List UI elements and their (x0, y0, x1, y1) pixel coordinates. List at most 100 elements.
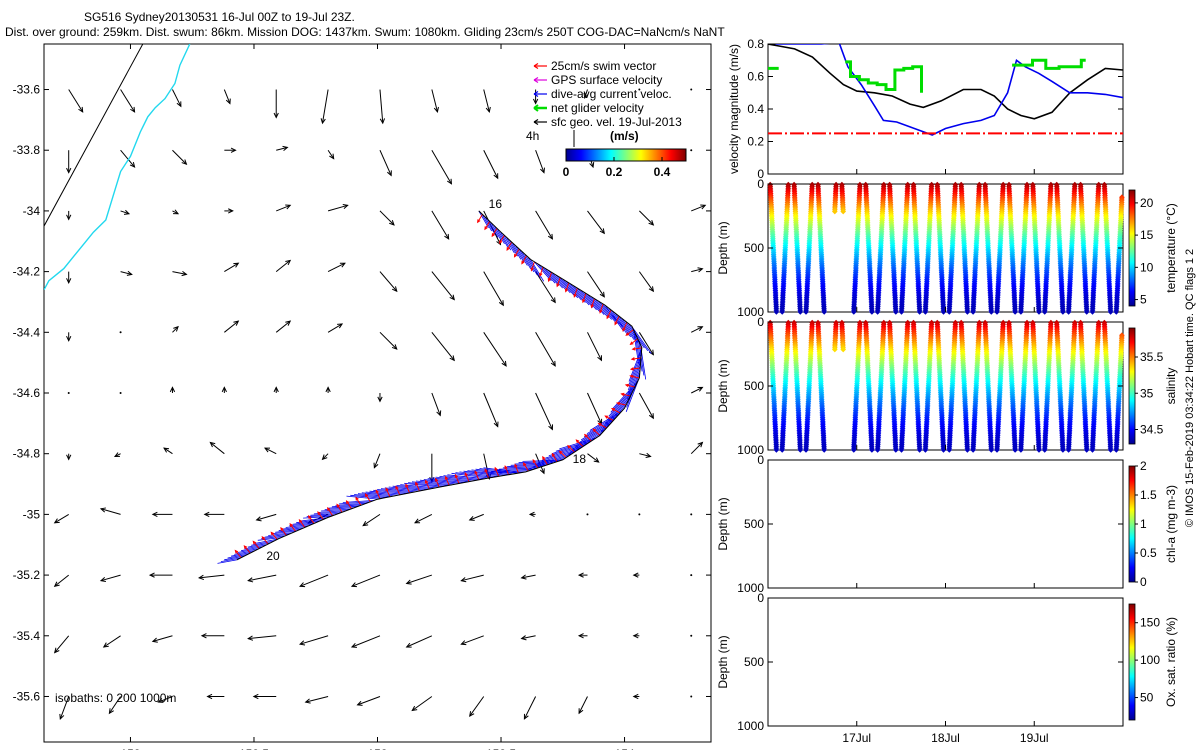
time-tick-label: 17Jul (842, 731, 871, 745)
dac-vector (244, 544, 267, 550)
profile-sample (850, 309, 857, 315)
oxygen-colorbar-label: Ox. sat. ratio (%) (1164, 617, 1178, 707)
sfc-vector (377, 393, 383, 403)
swim-vector (521, 255, 527, 265)
sfc-vector (431, 210, 450, 240)
map-colorbar-tick-label: 0.2 (606, 165, 623, 179)
depth-tick-label: 0 (757, 177, 764, 191)
dac-vector (411, 481, 448, 486)
swim-vector (425, 479, 430, 490)
dac-vector (496, 228, 509, 248)
dac-vector (587, 294, 609, 318)
dac-vector (524, 253, 538, 276)
sfc-vector (275, 259, 292, 272)
profile-sample (821, 309, 828, 315)
sfc-vector (151, 511, 173, 518)
swim-vector (289, 523, 296, 532)
sfc-vector (431, 271, 455, 301)
copyright-note: © IMOS 15-Feb-2019 03:34:22 Hobart time.… (1184, 249, 1196, 527)
sfc-vector (206, 693, 225, 700)
swim-vector (629, 374, 640, 379)
legend-arrow-dac (533, 90, 539, 98)
legend-label-swim: 25cm/s swim vector (551, 59, 656, 73)
sfc-vector (273, 89, 279, 119)
swim-vector (622, 322, 628, 332)
swim-vector (506, 241, 513, 251)
sfc-vector (379, 271, 398, 293)
dac-vector (624, 320, 645, 349)
dac-vector (408, 482, 444, 487)
profile-sample (840, 208, 847, 215)
swim-vector (539, 266, 544, 277)
swim-vector (624, 383, 635, 388)
swim-vector (592, 428, 601, 436)
salinity-ylabel: Depth (m) (716, 359, 730, 412)
dac-vector (583, 416, 617, 438)
sfc-vector (53, 513, 69, 524)
dac-vector (589, 410, 623, 431)
sfc-vector (691, 326, 704, 333)
swim-vector (252, 540, 260, 549)
sfc-vector (460, 635, 484, 646)
sfc-vector (247, 635, 277, 641)
sfc-vector (148, 572, 173, 578)
oxygen-ylabel: Depth (m) (716, 635, 730, 688)
dac-vector (459, 471, 498, 477)
velocity-ytick-label: 0.4 (747, 102, 764, 116)
sfc-vector (379, 331, 398, 350)
dac-vector (310, 513, 340, 516)
swim-vector (542, 455, 548, 466)
depth-tick-label: 500 (744, 379, 764, 393)
sfc-vector (320, 89, 329, 125)
isobaths-label: isobaths: 0 200 1000m (55, 691, 176, 705)
swim-vector (615, 401, 627, 406)
swim-vector (444, 475, 450, 486)
dac-vector (617, 315, 638, 343)
sfc-vector (638, 88, 641, 91)
swim-vector (582, 293, 587, 304)
depth-tick-label: 0 (757, 453, 764, 467)
sfc-vector (638, 271, 655, 293)
swim-vector (345, 500, 352, 510)
dac-vector (586, 413, 620, 435)
colorbar-tick-label: 150 (1140, 616, 1160, 630)
dac-vector (578, 422, 612, 444)
track-day-label: 20 (266, 549, 280, 563)
depth-tick-label: 500 (744, 517, 764, 531)
sfc-vector (483, 149, 499, 180)
velocity-axes-box (767, 43, 1124, 175)
swim-vector (484, 221, 491, 231)
colorbar-tick-label: 20 (1140, 196, 1154, 210)
dac-vector (227, 553, 248, 559)
dac-vector (373, 489, 407, 494)
legend-arrow-swim (533, 62, 539, 70)
swim-vector (298, 519, 306, 528)
swim-vector (530, 261, 535, 272)
sfc-vector (431, 149, 453, 185)
sfc-vector (172, 270, 188, 277)
colorbar-tick-label: 15 (1140, 228, 1154, 242)
sfc-vector (638, 513, 641, 516)
profile-sample (779, 309, 786, 315)
sfc-vector (587, 453, 600, 463)
time-tick-label: 18Jul (931, 731, 960, 745)
swim-vector (597, 422, 607, 429)
sfc-vector (431, 392, 442, 417)
dac-vector (350, 494, 383, 499)
sfc-vector (119, 392, 122, 394)
dac-vector (251, 540, 274, 546)
dac-vector (530, 259, 545, 282)
swim-vectors (234, 214, 642, 558)
dac-vector (431, 477, 469, 483)
sfc-vector (224, 147, 237, 153)
dac-vector (217, 559, 237, 564)
legend-label-net: net glider velocity (551, 101, 644, 115)
sfc-vector (690, 513, 693, 516)
sfc-vector (632, 572, 640, 578)
dac-vector (537, 263, 556, 284)
map-ytick-label: -35.2 (13, 568, 41, 582)
swim-vector (558, 450, 567, 458)
